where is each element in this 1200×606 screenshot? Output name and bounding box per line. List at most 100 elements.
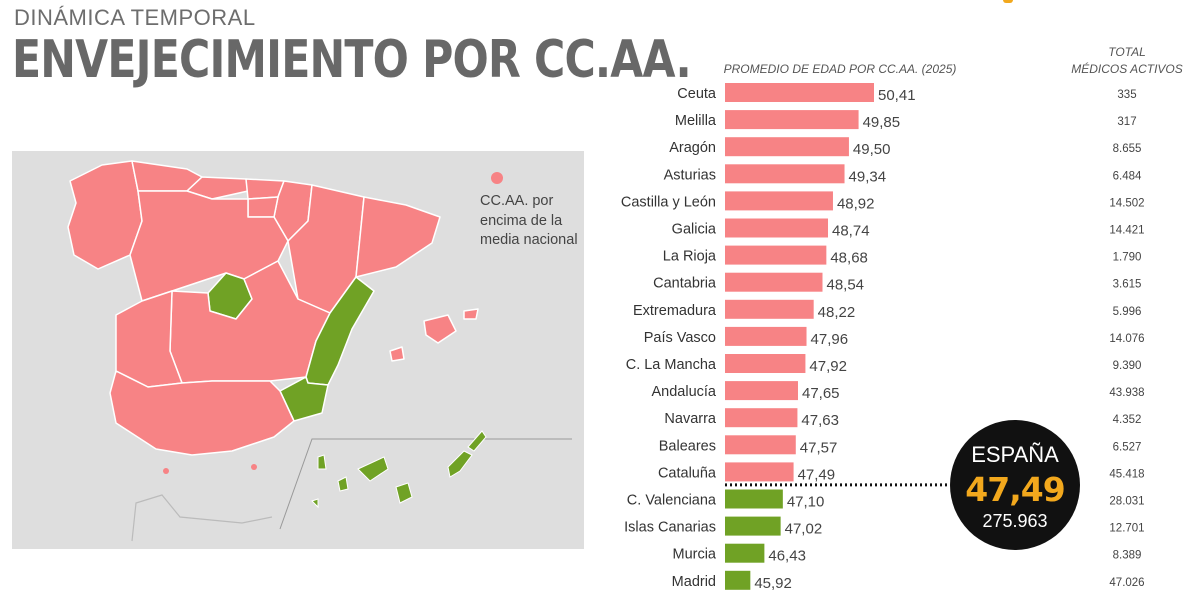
map-region-melilla <box>251 464 257 470</box>
doctors-count: 5.996 <box>1113 306 1142 318</box>
value-label: 45,92 <box>754 575 792 592</box>
map-region-cantabria <box>186 176 249 200</box>
doctors-count: 12.701 <box>1109 523 1144 535</box>
map-region-canarias-island-4 <box>395 482 413 504</box>
map-region-canarias-island-2 <box>337 476 349 492</box>
category-label: Islas Canarias <box>624 520 716 536</box>
bar-12 <box>725 408 798 428</box>
value-label: 48,54 <box>826 277 864 294</box>
category-label: La Rioja <box>663 249 717 265</box>
bar-18 <box>725 570 751 590</box>
national-average-value: 47,49 <box>965 470 1065 509</box>
value-label: 48,68 <box>830 250 868 267</box>
map-region-canarias-island-7 <box>311 498 319 509</box>
map-region-canarias-island-1 <box>317 454 327 470</box>
national-doctors-count: 275.963 <box>982 511 1048 531</box>
category-label: Extremadura <box>633 303 717 319</box>
category-label: Galicia <box>672 222 717 238</box>
value-label: 47,49 <box>798 466 836 483</box>
doctors-count: 43.938 <box>1109 387 1144 399</box>
value-label: 49,34 <box>849 168 887 185</box>
category-label: Asturias <box>664 167 716 183</box>
bar-9 <box>725 326 807 346</box>
category-label: País Vasco <box>644 330 716 346</box>
value-label: 48,92 <box>837 195 875 212</box>
category-label: Cantabria <box>653 276 717 292</box>
category-label: Madrid <box>672 574 716 590</box>
doctors-count: 28.031 <box>1109 496 1144 508</box>
doctors-count: 14.076 <box>1109 333 1144 345</box>
doctors-count: 3.615 <box>1113 279 1142 291</box>
category-label: Cataluña <box>658 465 717 481</box>
africa-coast-line <box>131 494 273 542</box>
bar-17 <box>725 543 765 563</box>
value-label: 47,02 <box>785 521 823 538</box>
value-label: 48,74 <box>832 223 870 240</box>
bar-5 <box>725 218 829 238</box>
bar-1 <box>725 110 859 130</box>
category-label: Andalucía <box>652 384 717 400</box>
doctors-count: 9.390 <box>1113 360 1142 372</box>
bar-2 <box>725 137 849 157</box>
doctors-count: 1.790 <box>1113 252 1142 264</box>
value-label: 47,92 <box>809 358 847 375</box>
map-region-ceuta <box>163 468 169 474</box>
doctors-count: 4.352 <box>1113 414 1142 426</box>
map-region-canarias-island-5 <box>447 450 473 478</box>
doctors-count: 317 <box>1117 116 1136 128</box>
map-legend-label: CC.AA. por encima de la media nacional <box>480 193 578 248</box>
bar-6 <box>725 245 827 265</box>
bar-11 <box>725 381 798 401</box>
doctors-count: 47.026 <box>1109 577 1144 589</box>
value-label: 47,63 <box>801 412 839 429</box>
category-label: Baleares <box>659 438 716 454</box>
category-label: Castilla y León <box>621 194 716 210</box>
bar-0 <box>725 83 874 102</box>
category-label: Navarra <box>664 411 717 427</box>
bar-10 <box>725 354 806 373</box>
value-label: 47,65 <box>802 385 840 402</box>
average-age-header: PROMEDIO DE EDAD POR CC.AA. (2025) <box>723 62 957 76</box>
value-label: 50,41 <box>878 87 916 104</box>
page-title: ENVEJECIMIENTO POR CC.AA. <box>12 30 692 90</box>
bar-7 <box>725 272 823 292</box>
bar-8 <box>725 299 814 319</box>
doctors-count: 14.502 <box>1109 197 1144 209</box>
bar-14 <box>725 462 794 482</box>
map-region-baleares-ibiza <box>389 346 405 362</box>
bar-15 <box>725 489 783 509</box>
value-label: 47,10 <box>787 494 825 511</box>
doctors-count: 45.418 <box>1109 468 1144 480</box>
doctors-count: 6.484 <box>1113 170 1142 182</box>
map-region-canarias-island-3 <box>357 456 389 482</box>
value-label: 46,43 <box>768 548 806 565</box>
bar-4 <box>725 191 833 211</box>
map-region-baleares-mallorca <box>423 314 457 344</box>
bar-13 <box>725 435 796 455</box>
doctors-count: 8.389 <box>1113 550 1142 562</box>
doctors-count: 8.655 <box>1113 143 1142 155</box>
category-label: Murcia <box>672 547 716 563</box>
value-label: 48,22 <box>818 304 856 321</box>
category-label: Aragón <box>669 140 716 156</box>
category-label: Ceuta <box>677 86 717 102</box>
national-average-bubble: ESPAÑA 47,49 275.963 <box>950 420 1080 550</box>
doctors-count: 14.421 <box>1109 225 1144 237</box>
map-region-baleares-menorca <box>463 308 479 320</box>
value-label: 47,57 <box>800 439 838 456</box>
bar-16 <box>725 516 781 536</box>
category-label: C. Valenciana <box>627 493 717 509</box>
national-label: ESPAÑA <box>971 442 1059 467</box>
spain-map-svg <box>67 160 572 542</box>
value-label: 47,96 <box>811 331 849 348</box>
spain-map <box>12 151 584 549</box>
value-label: 49,50 <box>853 141 891 158</box>
map-region-canarias-island-6 <box>467 430 487 452</box>
bar-3 <box>725 164 845 184</box>
total-doctors-header-line1: TOTAL <box>1108 45 1146 59</box>
decorative-mark <box>1003 0 1013 3</box>
doctors-count: 335 <box>1117 89 1136 101</box>
category-label: Melilla <box>675 113 717 129</box>
map-region-andalucia <box>109 370 295 456</box>
